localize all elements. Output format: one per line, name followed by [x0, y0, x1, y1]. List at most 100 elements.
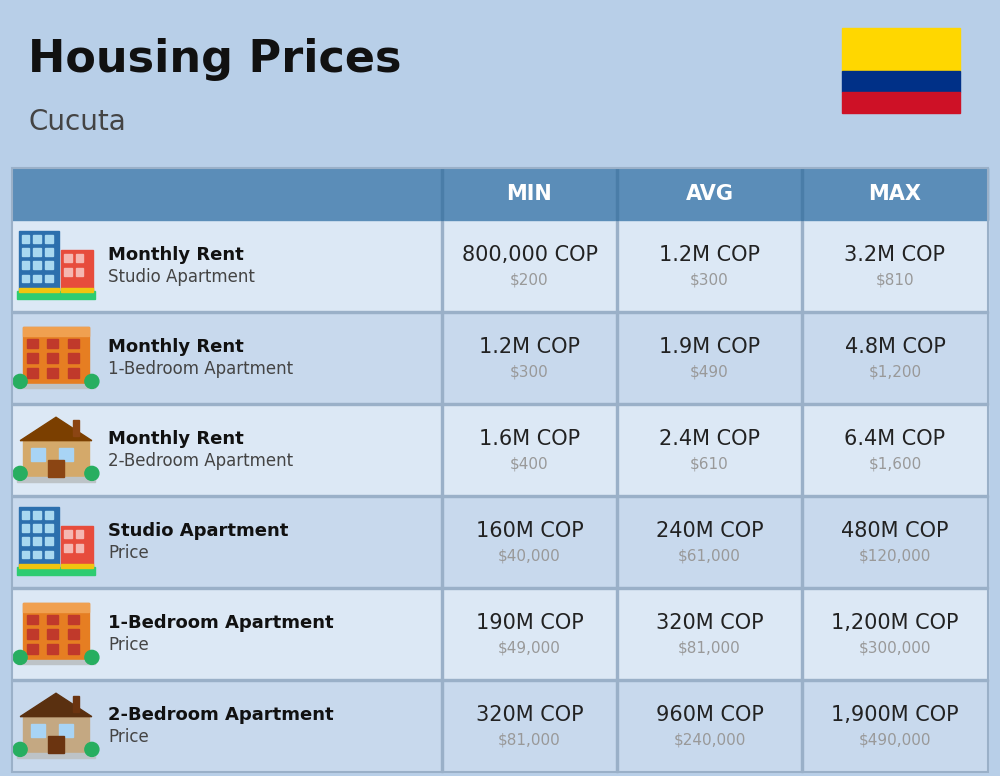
- Bar: [27, 644, 38, 653]
- Text: 1.2M COP: 1.2M COP: [659, 245, 760, 265]
- Bar: [12, 496, 988, 588]
- Bar: [441, 680, 443, 772]
- Bar: [45, 262, 53, 269]
- Bar: [61, 564, 93, 568]
- Text: MAX: MAX: [868, 184, 922, 204]
- Circle shape: [13, 743, 27, 757]
- Bar: [33, 248, 41, 256]
- Bar: [33, 235, 41, 243]
- Bar: [47, 615, 58, 624]
- Text: Price: Price: [108, 544, 149, 562]
- Bar: [48, 460, 64, 477]
- Bar: [31, 725, 45, 737]
- Bar: [441, 312, 443, 404]
- Bar: [12, 403, 988, 405]
- Text: $810: $810: [876, 272, 914, 287]
- Text: MIN: MIN: [507, 184, 552, 204]
- Bar: [801, 312, 803, 404]
- Text: $49,000: $49,000: [498, 640, 561, 655]
- Text: Monthly Rent: Monthly Rent: [108, 246, 244, 264]
- Text: 1-Bedroom Apartment: 1-Bedroom Apartment: [108, 360, 293, 378]
- Text: 480M COP: 480M COP: [841, 521, 949, 541]
- Text: 960M COP: 960M COP: [656, 705, 763, 725]
- Bar: [616, 220, 618, 312]
- Bar: [33, 537, 41, 545]
- Bar: [19, 231, 59, 292]
- Bar: [27, 629, 38, 639]
- Text: 1,900M COP: 1,900M COP: [831, 705, 959, 725]
- Text: 1.6M COP: 1.6M COP: [479, 429, 580, 449]
- Bar: [22, 551, 29, 559]
- Bar: [17, 753, 95, 758]
- Text: 240M COP: 240M COP: [656, 521, 763, 541]
- Circle shape: [85, 743, 99, 757]
- Bar: [23, 603, 89, 661]
- Bar: [47, 629, 58, 639]
- Bar: [12, 168, 988, 220]
- Bar: [33, 275, 41, 282]
- Text: $1,600: $1,600: [868, 456, 922, 471]
- Text: 1,200M COP: 1,200M COP: [831, 613, 959, 633]
- Bar: [12, 220, 988, 312]
- Text: 1.9M COP: 1.9M COP: [659, 337, 760, 357]
- Bar: [12, 587, 988, 589]
- Bar: [22, 524, 29, 532]
- Bar: [45, 248, 53, 256]
- Bar: [59, 725, 73, 737]
- Bar: [842, 28, 960, 71]
- Bar: [616, 680, 618, 772]
- Circle shape: [85, 466, 99, 480]
- Bar: [616, 588, 618, 680]
- Text: 190M COP: 190M COP: [476, 613, 583, 633]
- Bar: [17, 660, 95, 664]
- Circle shape: [85, 374, 99, 389]
- Bar: [64, 268, 72, 276]
- Bar: [22, 235, 29, 243]
- Bar: [22, 275, 29, 282]
- Bar: [441, 220, 443, 312]
- Bar: [842, 92, 960, 113]
- Bar: [23, 327, 89, 336]
- Bar: [17, 291, 95, 299]
- Bar: [17, 567, 95, 575]
- Bar: [47, 353, 58, 362]
- Text: $40,000: $40,000: [498, 549, 561, 563]
- Text: $1,200: $1,200: [868, 364, 922, 379]
- Polygon shape: [20, 417, 92, 441]
- Bar: [45, 511, 53, 518]
- Bar: [59, 449, 73, 461]
- Text: Monthly Rent: Monthly Rent: [108, 338, 244, 356]
- Bar: [68, 644, 79, 653]
- Bar: [616, 168, 618, 220]
- Bar: [842, 71, 960, 92]
- Bar: [801, 588, 803, 680]
- Text: 1.2M COP: 1.2M COP: [479, 337, 580, 357]
- Bar: [801, 496, 803, 588]
- Bar: [27, 353, 38, 362]
- Bar: [45, 235, 53, 243]
- Bar: [801, 220, 803, 312]
- Bar: [441, 588, 443, 680]
- Text: $400: $400: [510, 456, 549, 471]
- Bar: [616, 496, 618, 588]
- Circle shape: [13, 650, 27, 664]
- Text: $81,000: $81,000: [498, 733, 561, 747]
- Text: $81,000: $81,000: [678, 640, 741, 655]
- Circle shape: [13, 374, 27, 389]
- Bar: [45, 551, 53, 559]
- Bar: [616, 312, 618, 404]
- Bar: [76, 530, 83, 538]
- Text: $240,000: $240,000: [673, 733, 746, 747]
- Bar: [68, 338, 79, 348]
- Bar: [23, 603, 89, 612]
- Bar: [68, 629, 79, 639]
- Text: Price: Price: [108, 636, 149, 654]
- Text: $200: $200: [510, 272, 549, 287]
- Bar: [27, 338, 38, 348]
- Bar: [64, 544, 72, 553]
- Text: 320M COP: 320M COP: [656, 613, 763, 633]
- Text: Housing Prices: Housing Prices: [28, 38, 402, 81]
- Text: Studio Apartment: Studio Apartment: [108, 268, 255, 286]
- Bar: [73, 696, 79, 712]
- Bar: [47, 338, 58, 348]
